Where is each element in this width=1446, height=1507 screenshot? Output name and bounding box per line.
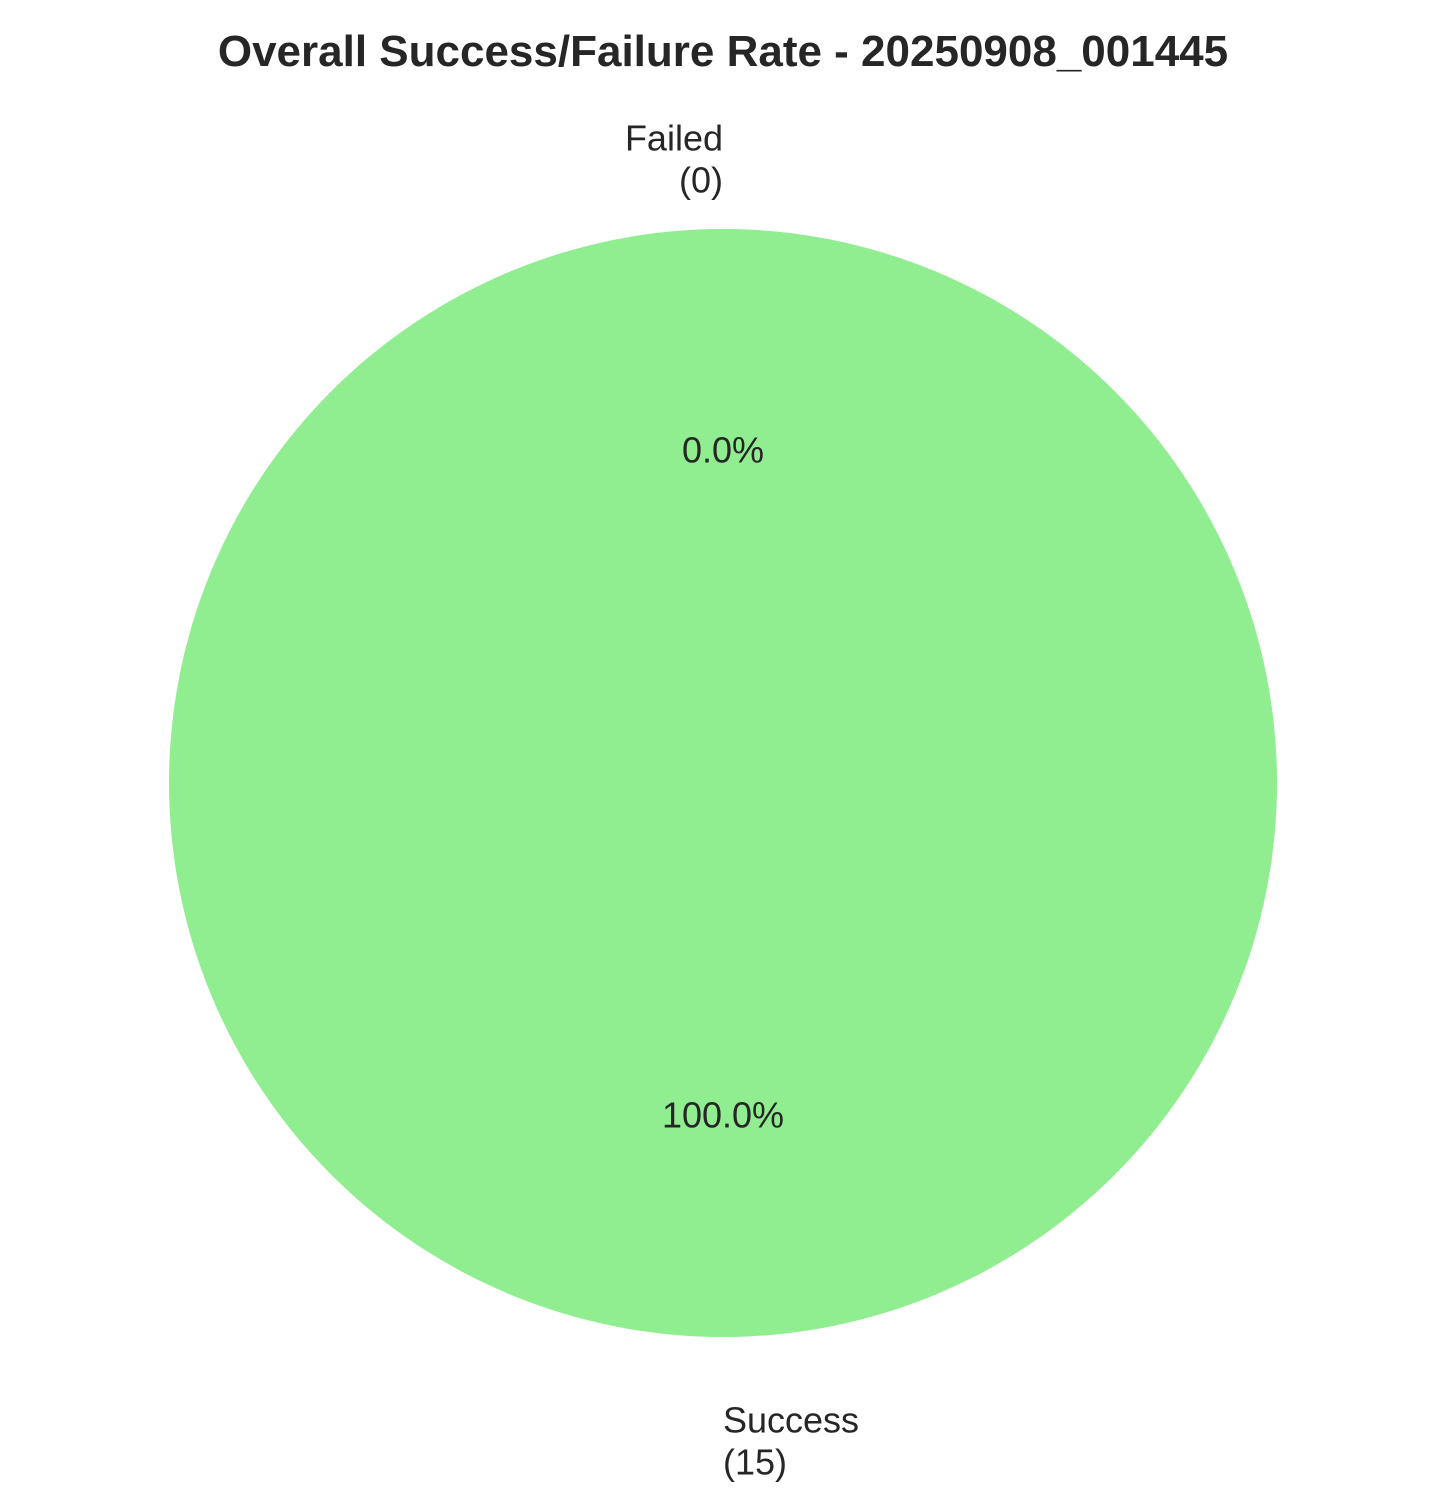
slice-count-success: (15) [723, 1441, 787, 1482]
chart-title: Overall Success/Failure Rate - 20250908_… [218, 27, 1228, 76]
slice-label-failed: Failed (0) [625, 118, 723, 201]
pie-slices [169, 229, 1277, 1337]
pie-labels: Failed (0) 0.0% Success (15) 100.0% [625, 118, 859, 1483]
pie-slice-success [169, 229, 1277, 1337]
slice-name-failed: Failed [625, 118, 723, 159]
slice-count-failed: (0) [679, 160, 723, 201]
slice-label-success: Success (15) [723, 1399, 859, 1482]
pct-label-success: 100.0% [662, 1094, 784, 1135]
slice-name-success: Success [723, 1399, 859, 1440]
pct-label-failed: 0.0% [682, 430, 764, 471]
